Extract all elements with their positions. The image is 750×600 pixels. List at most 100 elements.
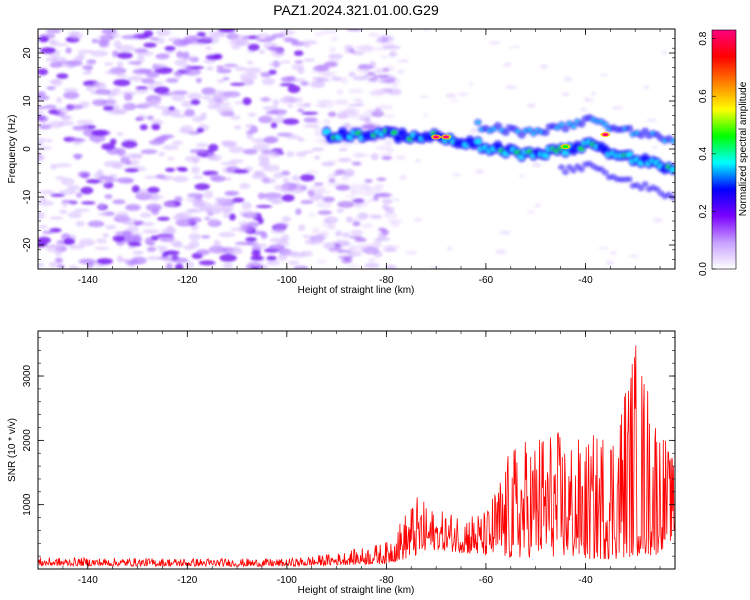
heatmap-cell (288, 97, 304, 103)
heatmap-cell (192, 175, 204, 179)
heatmap-cell (526, 103, 536, 108)
heatmap-cell (38, 124, 52, 130)
heatmap-cell (112, 87, 121, 96)
heatmap-cell (82, 71, 92, 75)
y-tick-label: -20 (22, 237, 33, 252)
heatmap-cell (313, 126, 322, 134)
heatmap-cell (349, 183, 363, 189)
heatmap-cell (49, 61, 63, 68)
heatmap-cell (231, 197, 245, 203)
heatmap-cell (376, 177, 387, 182)
heatmap-cell (213, 239, 221, 248)
heatmap-cell (219, 253, 237, 262)
heatmap-cell (509, 46, 514, 49)
heatmap-cell (281, 234, 290, 242)
heatmap-cell (206, 66, 214, 71)
heatmap-cell (346, 216, 353, 223)
snr-x-axis-label: Height of straight line (km) (298, 585, 415, 596)
heatmap-cell (256, 33, 271, 41)
heatmap-cell (375, 145, 392, 151)
heatmap-cell (337, 249, 353, 253)
heatmap-cell (68, 244, 85, 250)
heatmap-cell (314, 103, 327, 108)
heatmap-cell (331, 36, 339, 42)
heatmap-cell (304, 239, 318, 245)
heatmap-cell (78, 238, 96, 247)
heatmap-cell (124, 161, 132, 165)
x-tick-label: -80 (379, 575, 394, 586)
heatmap-cell (358, 64, 369, 68)
heatmap-cell (174, 196, 183, 203)
heatmap-cell (265, 110, 280, 115)
heatmap-cell (271, 33, 286, 38)
heatmap-cell (252, 143, 270, 152)
heatmap-cell (251, 243, 267, 249)
heatmap-cell (218, 29, 236, 33)
heatmap-cell (378, 227, 386, 232)
heatmap-cell (92, 99, 109, 106)
heatmap-cell (185, 155, 201, 163)
heatmap-cell (337, 157, 352, 163)
heatmap-cell (228, 146, 245, 154)
heatmap-cell (272, 98, 280, 107)
y-tick-label: 2000 (22, 429, 33, 452)
heatmap-cell (323, 118, 331, 126)
heatmap-cell (207, 152, 218, 160)
heatmap-cell (116, 148, 126, 157)
heatmap-cell (144, 175, 156, 179)
heatmap-cell (468, 82, 474, 86)
heatmap-cell (328, 247, 337, 252)
heatmap-cell (266, 46, 284, 51)
heatmap-cell (304, 42, 311, 48)
heatmap-cell (347, 245, 356, 252)
heatmap-cell (173, 71, 184, 76)
heatmap-cell (503, 62, 512, 67)
heatmap-cell (38, 115, 49, 123)
heatmap-cell (98, 39, 109, 48)
heatmap-cell (187, 216, 202, 223)
snr-panel: -140 -120 -100 -80 -60 -40 1000 2000 3000 Heigh… (7, 330, 676, 596)
x-tick-label: -60 (479, 275, 494, 286)
heatmap-cell (139, 212, 152, 218)
heatmap-cell (230, 115, 241, 120)
heatmap-cell (202, 95, 211, 100)
heatmap-cell (352, 97, 362, 102)
heatmap-cell (324, 61, 338, 68)
heatmap-cell (489, 41, 501, 45)
heatmap-cell (534, 203, 541, 208)
heatmap-cell (269, 151, 281, 158)
heatmap-cell (40, 47, 56, 54)
heatmap-cell (328, 222, 336, 229)
heatmap-cell (194, 183, 210, 191)
heatmap-cell (172, 140, 183, 145)
heatmap-cell (256, 39, 273, 43)
heatmap-cell (38, 236, 51, 244)
heatmap-cell (354, 237, 367, 243)
heatmap-cell (149, 37, 159, 41)
heatmap-cell (374, 183, 385, 187)
heatmap-cell (96, 238, 107, 244)
heatmap-cell (147, 186, 160, 194)
heatmap-cell (270, 228, 286, 234)
heatmap-cell (165, 50, 175, 54)
ridge-hotspot (443, 135, 450, 139)
heatmap-cell (38, 225, 49, 229)
heatmap-cell (261, 177, 277, 184)
heatmap-cell (77, 49, 95, 54)
heatmap-cell (86, 59, 97, 65)
heatmap-cell (300, 81, 309, 86)
heatmap-cell (211, 90, 228, 98)
heatmap-cell (313, 119, 320, 125)
heatmap-cell (495, 249, 507, 255)
heatmap-cell (519, 174, 525, 178)
heatmap-cell (147, 81, 165, 86)
heatmap-cell (233, 125, 242, 130)
heatmap-cell (171, 93, 186, 102)
heatmap-cell (193, 202, 206, 207)
heatmap-cell (245, 67, 262, 74)
ridge-cell (474, 139, 482, 145)
heatmap-cell (348, 88, 364, 94)
heatmap-cell (73, 208, 91, 212)
heatmap-cell (76, 119, 94, 125)
